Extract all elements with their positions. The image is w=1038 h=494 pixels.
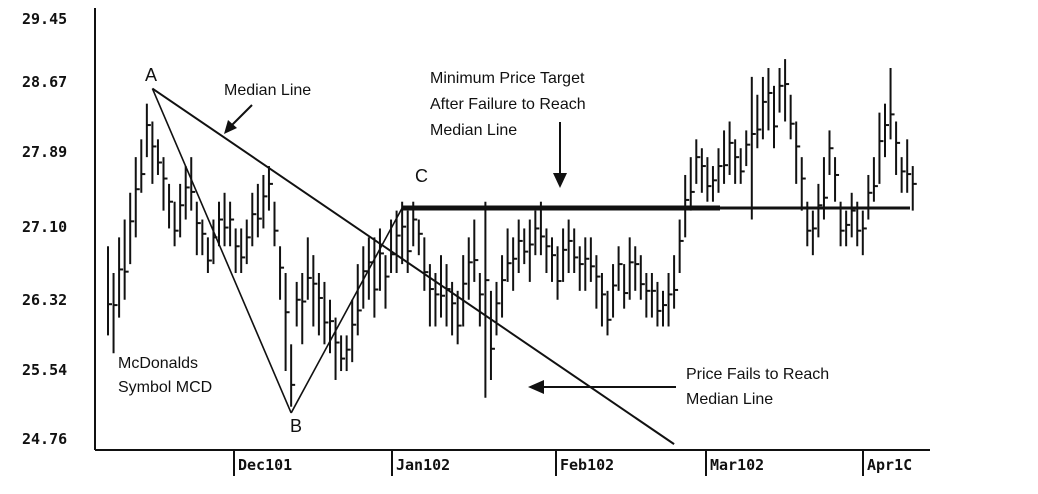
x-tick-label-0: Dec101	[238, 456, 292, 474]
median-line-label: Median Line	[224, 82, 311, 99]
y-tick-label-0: 29.45	[22, 10, 67, 28]
median-line	[151, 87, 675, 445]
target-label-line-1: Minimum Price Target	[430, 70, 585, 87]
target-label-line-2: After Failure to Reach	[430, 96, 586, 113]
line-a-b	[151, 88, 292, 414]
x-tick-label-3: Mar102	[710, 456, 764, 474]
x-tick-label-1: Jan102	[396, 456, 450, 474]
line-b-c	[290, 207, 403, 414]
fail-label-line-2: Median Line	[686, 391, 773, 408]
target-label-line-3: Median Line	[430, 122, 517, 139]
point-b-label: B	[290, 416, 302, 436]
y-tick-label-2: 27.89	[22, 143, 67, 161]
x-tick-label-2: Feb102	[560, 456, 614, 474]
y-tick-label-5: 25.54	[22, 361, 67, 379]
median-line-arrowhead	[224, 120, 237, 134]
point-c-label: C	[415, 166, 428, 186]
symbol-label-line-2: Symbol MCD	[118, 379, 212, 396]
median-line-arrow	[229, 104, 253, 128]
y-tick-label-6: 24.76	[22, 430, 67, 448]
symbol-label-line-1: McDonalds	[118, 355, 198, 372]
fail-arrowhead	[528, 380, 544, 394]
target-arrowhead	[553, 173, 567, 188]
price-bars	[107, 59, 917, 407]
x-tick-label-4: Apr1C	[867, 456, 912, 474]
fail-label-line-1: Price Fails to Reach	[686, 366, 829, 383]
y-tick-label-1: 28.67	[22, 73, 67, 91]
y-tick-label-4: 26.32	[22, 291, 67, 309]
y-tick-label-3: 27.10	[22, 218, 67, 236]
point-a-label: A	[145, 65, 157, 85]
